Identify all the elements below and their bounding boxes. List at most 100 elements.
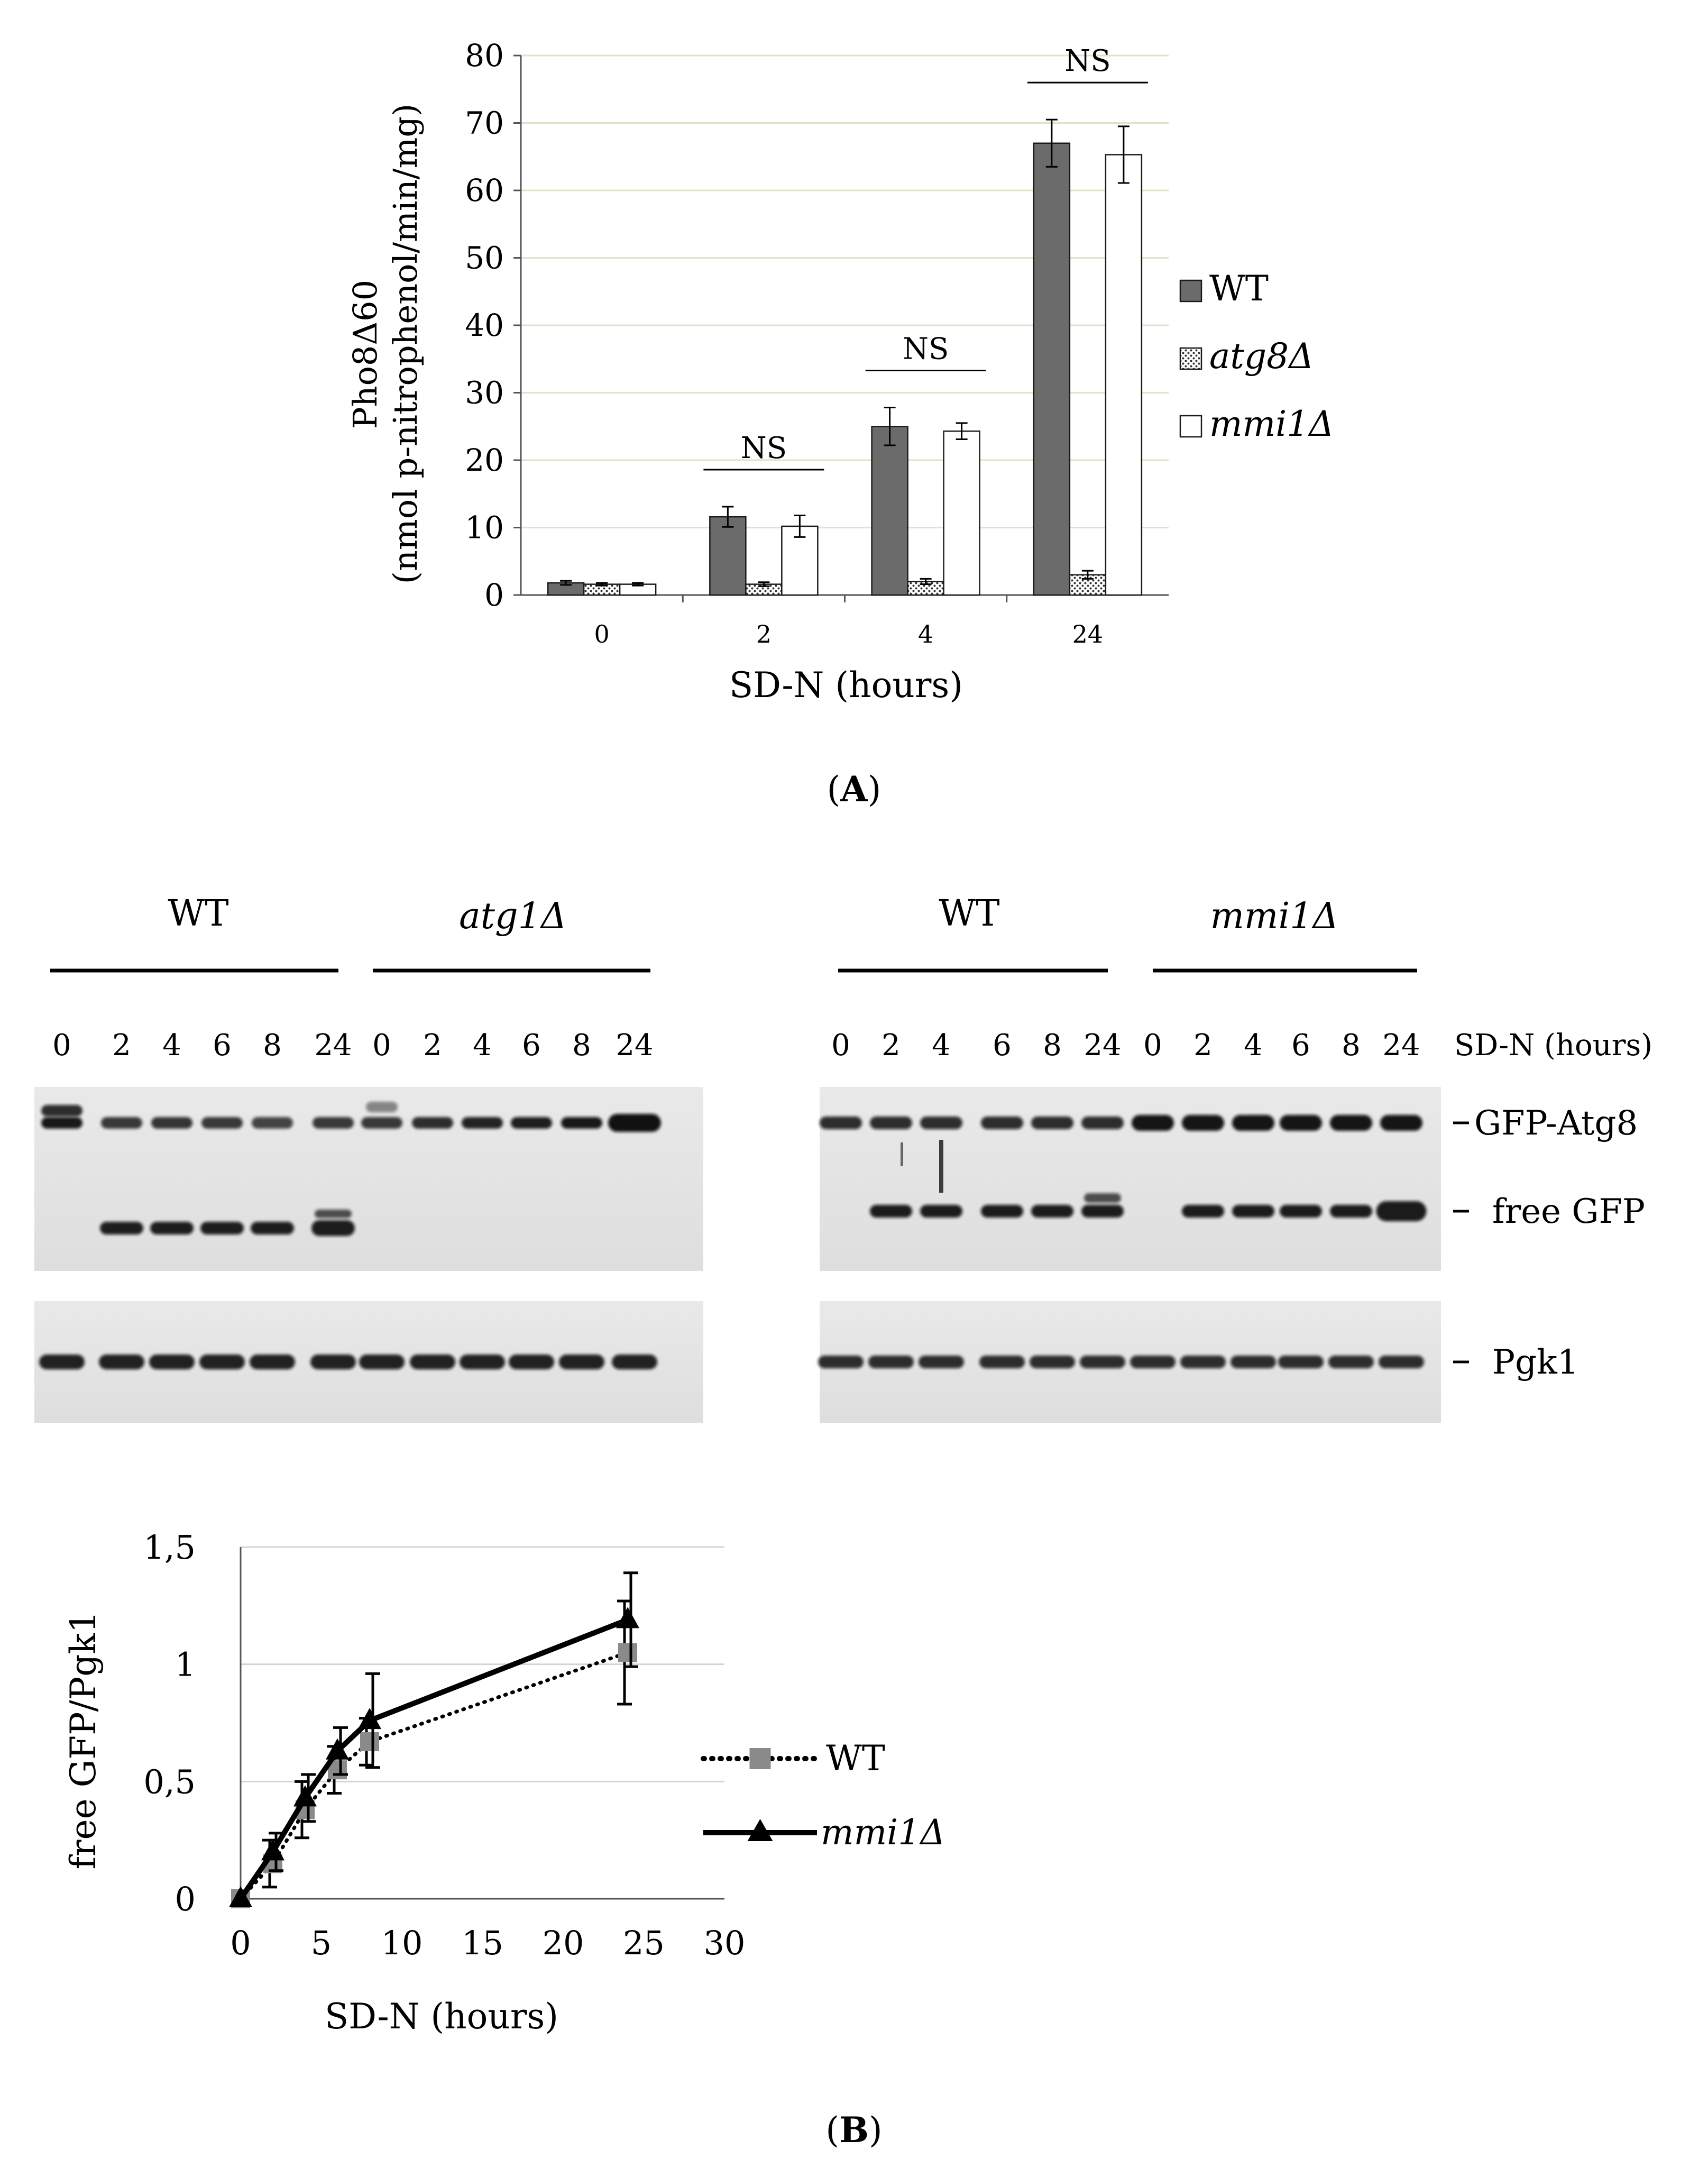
band-free-gfp-upper [1084,1193,1121,1203]
panel-letter-b: B [839,2109,869,2151]
band-free-gfp [981,1205,1023,1218]
band-pgk1 [99,1355,144,1369]
legend-swatch [1179,347,1202,370]
lane-label: 4 [1244,1028,1263,1063]
y-tick-label: 70 [465,105,504,141]
y-tick-label: 0 [175,1880,196,1918]
band-pgk1 [410,1355,455,1369]
x-tick-label: 25 [623,1924,665,1962]
lane-label: 6 [213,1028,232,1063]
x-tick-label: 5 [311,1924,332,1962]
y-tick-label: 50 [465,240,504,276]
lane-label: 2 [881,1028,901,1063]
y-tick-label: 60 [465,172,504,208]
y-tick-label: 30 [465,375,504,411]
band-pgk1 [1278,1356,1324,1368]
data-point-mmi1 [293,1785,317,1807]
data-point-wt [360,1732,379,1751]
western-blot-figure: WT atg1Δ WT mmi1Δ 0 2 4 6 8 24 0 2 4 6 8 24 0 2 4 6 8 24 0… [34,893,1652,1423]
y-axis-label: free GFP/Pgk1 [63,1611,104,1870]
lane-label: 24 [1083,1028,1121,1063]
band-gfp-atg8 [412,1117,453,1129]
blot-group-left-2: atg1Δ [459,895,567,937]
significance-label: NS [741,431,787,465]
line-chart: 0 0,5 1 1,5 0 5 10 15 20 25 30 free GFP/Pgk1 SD-N … [63,1528,945,2151]
band-free-gfp [1031,1205,1073,1218]
data-point-mmi1 [326,1738,349,1760]
data-point-mmi1 [616,1607,639,1629]
x-tick-label: 10 [381,1924,423,1962]
band-free-gfp [100,1222,143,1234]
legend-marker-wt [749,1748,771,1769]
x-tick-label: 0 [594,620,609,648]
x-tick-label: 20 [543,1924,584,1962]
lane-label: 24 [314,1028,352,1063]
x-axis-label: SD-N (hours) [729,665,963,706]
band-free-gfp [1376,1201,1427,1221]
band-free-gfp [1081,1205,1124,1218]
x-tick-label: 24 [1072,620,1104,648]
x-tick-label: 0 [230,1924,251,1962]
bar-wt [709,516,747,596]
band-gfp-atg8 [1380,1115,1422,1131]
y-tick-label: 0 [484,577,504,613]
band-gfp-atg8 [981,1117,1023,1129]
band-gfp-atg8-upper [366,1102,398,1112]
lane-label: 4 [162,1028,181,1063]
y-tick-label: 80 [465,38,504,74]
band-gfp-atg8 [1031,1117,1073,1129]
band-free-gfp [150,1222,194,1234]
band-pgk1 [1379,1356,1424,1368]
legend-label: mmi1Δ [1209,404,1334,444]
band-gfp-atg8 [151,1117,192,1129]
bar-wt [1033,142,1071,596]
series-line-mmi1 [238,1617,629,1900]
significance-label: NS [1064,44,1110,78]
band-free-gfp [1182,1205,1224,1218]
bar-mmi1 [1105,154,1143,596]
lane-label: 8 [572,1028,591,1063]
lane-label: 24 [1382,1028,1420,1063]
band-gfp-atg8 [511,1117,552,1129]
band-label-pgk1: Pgk1 [1492,1343,1579,1382]
band-gfp-atg8 [820,1117,862,1129]
lane-label: 2 [1193,1028,1213,1063]
lane-label: 0 [1143,1028,1162,1063]
panel-label-a: (A) [827,769,881,810]
data-point-mmi1 [261,1839,284,1861]
band-free-gfp [1232,1205,1274,1218]
lane-label: 6 [522,1028,541,1063]
band-pgk1 [310,1355,356,1369]
bar-mmi1 [943,430,980,596]
band-pgk1 [559,1355,604,1369]
x-tick-label: 30 [704,1924,746,1962]
blot-group-right-2: mmi1Δ [1210,895,1338,937]
band-pgk1 [1030,1356,1075,1368]
y-axis-label-line2: (nmol p-nitrophenol/min/mg) [386,104,425,584]
blot-group-right-1: WT [939,893,999,935]
band-gfp-atg8 [561,1117,602,1129]
band-pgk1 [250,1355,295,1369]
significance-label: NS [903,332,949,367]
band-pgk1 [818,1356,864,1368]
lane-label: 4 [932,1028,951,1063]
band-pgk1 [1180,1356,1226,1368]
band-free-gfp [1280,1205,1322,1218]
band-gfp-atg8 [313,1117,354,1129]
lane-label: 4 [473,1028,492,1063]
band-label-gfp-atg8: GFP-Atg8 [1474,1104,1638,1143]
legend-swatch [1179,279,1202,303]
lane-label: 0 [372,1028,391,1063]
blot-artifact [901,1142,903,1166]
lane-label: 8 [1043,1028,1062,1063]
band-gfp-atg8 [1280,1115,1322,1131]
blot-upper-left [34,1087,703,1271]
band-gfp-atg8 [462,1117,503,1129]
blot-group-left-1: WT [168,893,228,935]
blot-artifact [939,1140,943,1193]
legend-label-wt: WT [826,1738,885,1779]
lane-label: 2 [423,1028,442,1063]
y-tick-label: 1 [175,1645,196,1684]
lane-label: 24 [616,1028,653,1063]
x-tick-label: 4 [918,620,933,648]
